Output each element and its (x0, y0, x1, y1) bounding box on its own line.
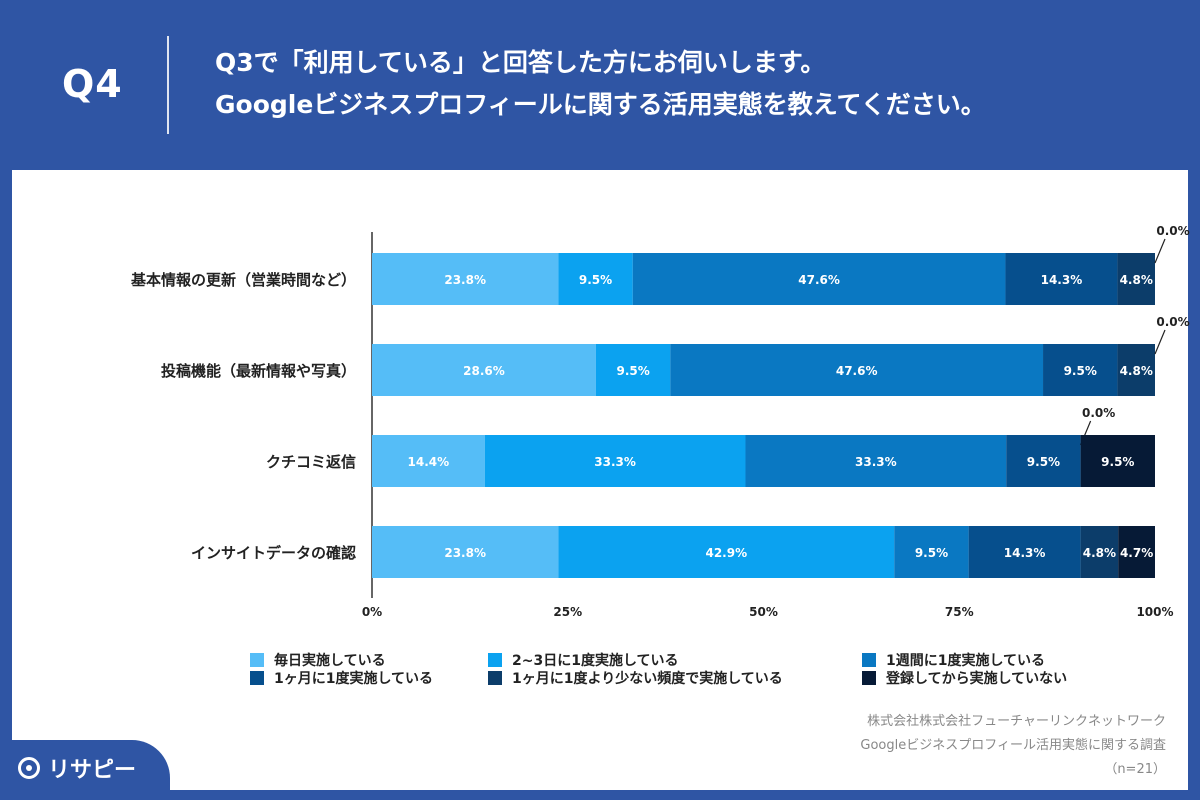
legend-item: 1ヶ月に1度より少ない頻度で実施している (488, 668, 783, 688)
data-label: 47.6% (798, 273, 840, 287)
bar-segment (894, 526, 969, 578)
source-note: 株式会社株式会社フューチャーリンクネットワーク Googleビジネスプロフィール… (860, 710, 1166, 782)
brand-logo-text: リサピー (48, 758, 137, 783)
bar-segment (632, 253, 1006, 305)
legend-item: 1週間に1度実施している (862, 650, 1045, 670)
category-label: 投稿機能（最新情報や写真） (161, 362, 356, 380)
legend-swatch (862, 653, 876, 667)
data-label: 14.3% (1004, 546, 1046, 560)
data-label: 14.3% (1041, 273, 1083, 287)
bar-segment (372, 435, 485, 487)
bar-segment (1117, 344, 1155, 396)
source-line-1: 株式会社株式会社フューチャーリンクネットワーク (867, 714, 1166, 729)
legend-label: 毎日実施している (274, 653, 386, 669)
legend-label: 2~3日に1度実施している (512, 653, 679, 669)
header-divider (167, 36, 169, 134)
data-label: 0.0% (1156, 315, 1189, 329)
bar-segment (372, 344, 596, 396)
category-label: クチコミ返信 (266, 453, 356, 471)
category-label: インサイトデータの確認 (191, 544, 356, 562)
data-label: 4.8% (1083, 546, 1116, 560)
data-label: 23.8% (444, 546, 486, 560)
bar-segment (372, 526, 559, 578)
data-label: 33.3% (594, 455, 636, 469)
bar-segment (1080, 435, 1155, 487)
bar-segment (595, 344, 671, 396)
data-label: 23.8% (444, 273, 486, 287)
brand-logo[interactable]: リサピー (18, 752, 136, 784)
data-label: 9.5% (579, 273, 612, 287)
bar-segment (372, 253, 559, 305)
data-label: 4.8% (1120, 273, 1153, 287)
legend-swatch (488, 671, 502, 685)
legend-swatch (250, 671, 264, 685)
legend-swatch (862, 671, 876, 685)
bar-segment (1005, 253, 1118, 305)
x-tick-label: 25% (553, 605, 582, 619)
category-label: 基本情報の更新（営業時間など） (130, 271, 356, 289)
legend-item: 1ヶ月に1度実施している (250, 668, 433, 688)
pin-icon (18, 757, 40, 779)
bar-segment (968, 526, 1081, 578)
data-label: 9.5% (1027, 455, 1060, 469)
x-tick-label: 100% (1136, 605, 1173, 619)
data-label: 47.6% (836, 364, 878, 378)
bar-segment (745, 435, 1007, 487)
data-label: 0.0% (1156, 224, 1189, 238)
data-label: 14.4% (408, 455, 450, 469)
legend-label: 1週間に1度実施している (886, 653, 1046, 669)
legend-item: 2~3日に1度実施している (488, 650, 679, 670)
x-tick-label: 0% (362, 605, 382, 619)
bar-segment (558, 526, 895, 578)
legend-label: 登録してから実施していない (886, 671, 1068, 687)
legend-item: 毎日実施している (250, 650, 386, 670)
bar-segment (670, 344, 1044, 396)
data-label: 4.8% (1120, 364, 1153, 378)
bar-segment (1080, 526, 1119, 578)
data-label: 4.7% (1120, 546, 1153, 560)
bar-segment (484, 435, 746, 487)
data-label: 42.9% (705, 546, 747, 560)
bar-segment (1117, 253, 1155, 305)
data-label: 9.5% (1064, 364, 1097, 378)
bar-segment (1118, 526, 1155, 578)
callout-line (1154, 329, 1166, 355)
data-label: 28.6% (463, 364, 505, 378)
legend-label: 1ヶ月に1度より少ない頻度で実施している (512, 671, 783, 687)
data-label: 9.5% (1101, 455, 1134, 469)
bar-segment (1043, 344, 1118, 396)
data-label: 9.5% (616, 364, 649, 378)
question-title-line-2: Googleビジネスプロフィールに関する活用実態を教えてください。 (215, 90, 986, 119)
source-line-3: （n=21） (1104, 762, 1166, 777)
legend-item: 登録してから実施していない (862, 668, 1067, 688)
question-number: Q4 (62, 62, 123, 106)
bar-segment (558, 253, 633, 305)
data-label: 9.5% (915, 546, 948, 560)
callout-line (1154, 238, 1166, 264)
header: Q4 Q3で「利用している」と回答した方にお伺いします。 Googleビジネスプ… (0, 0, 1200, 170)
data-label: 33.3% (855, 455, 897, 469)
data-label: 0.0% (1082, 406, 1115, 420)
x-tick-label: 50% (749, 605, 778, 619)
x-tick-label: 75% (945, 605, 974, 619)
question-title: Q3で「利用している」と回答した方にお伺いします。 Googleビジネスプロフィ… (215, 42, 986, 126)
legend-label: 1ヶ月に1度実施している (274, 671, 434, 687)
question-title-line-1: Q3で「利用している」と回答した方にお伺いします。 (215, 48, 826, 77)
legend-swatch (488, 653, 502, 667)
bar-segment (1006, 435, 1081, 487)
legend-swatch (250, 653, 264, 667)
source-line-2: Googleビジネスプロフィール活用実態に関する調査 (860, 738, 1166, 753)
